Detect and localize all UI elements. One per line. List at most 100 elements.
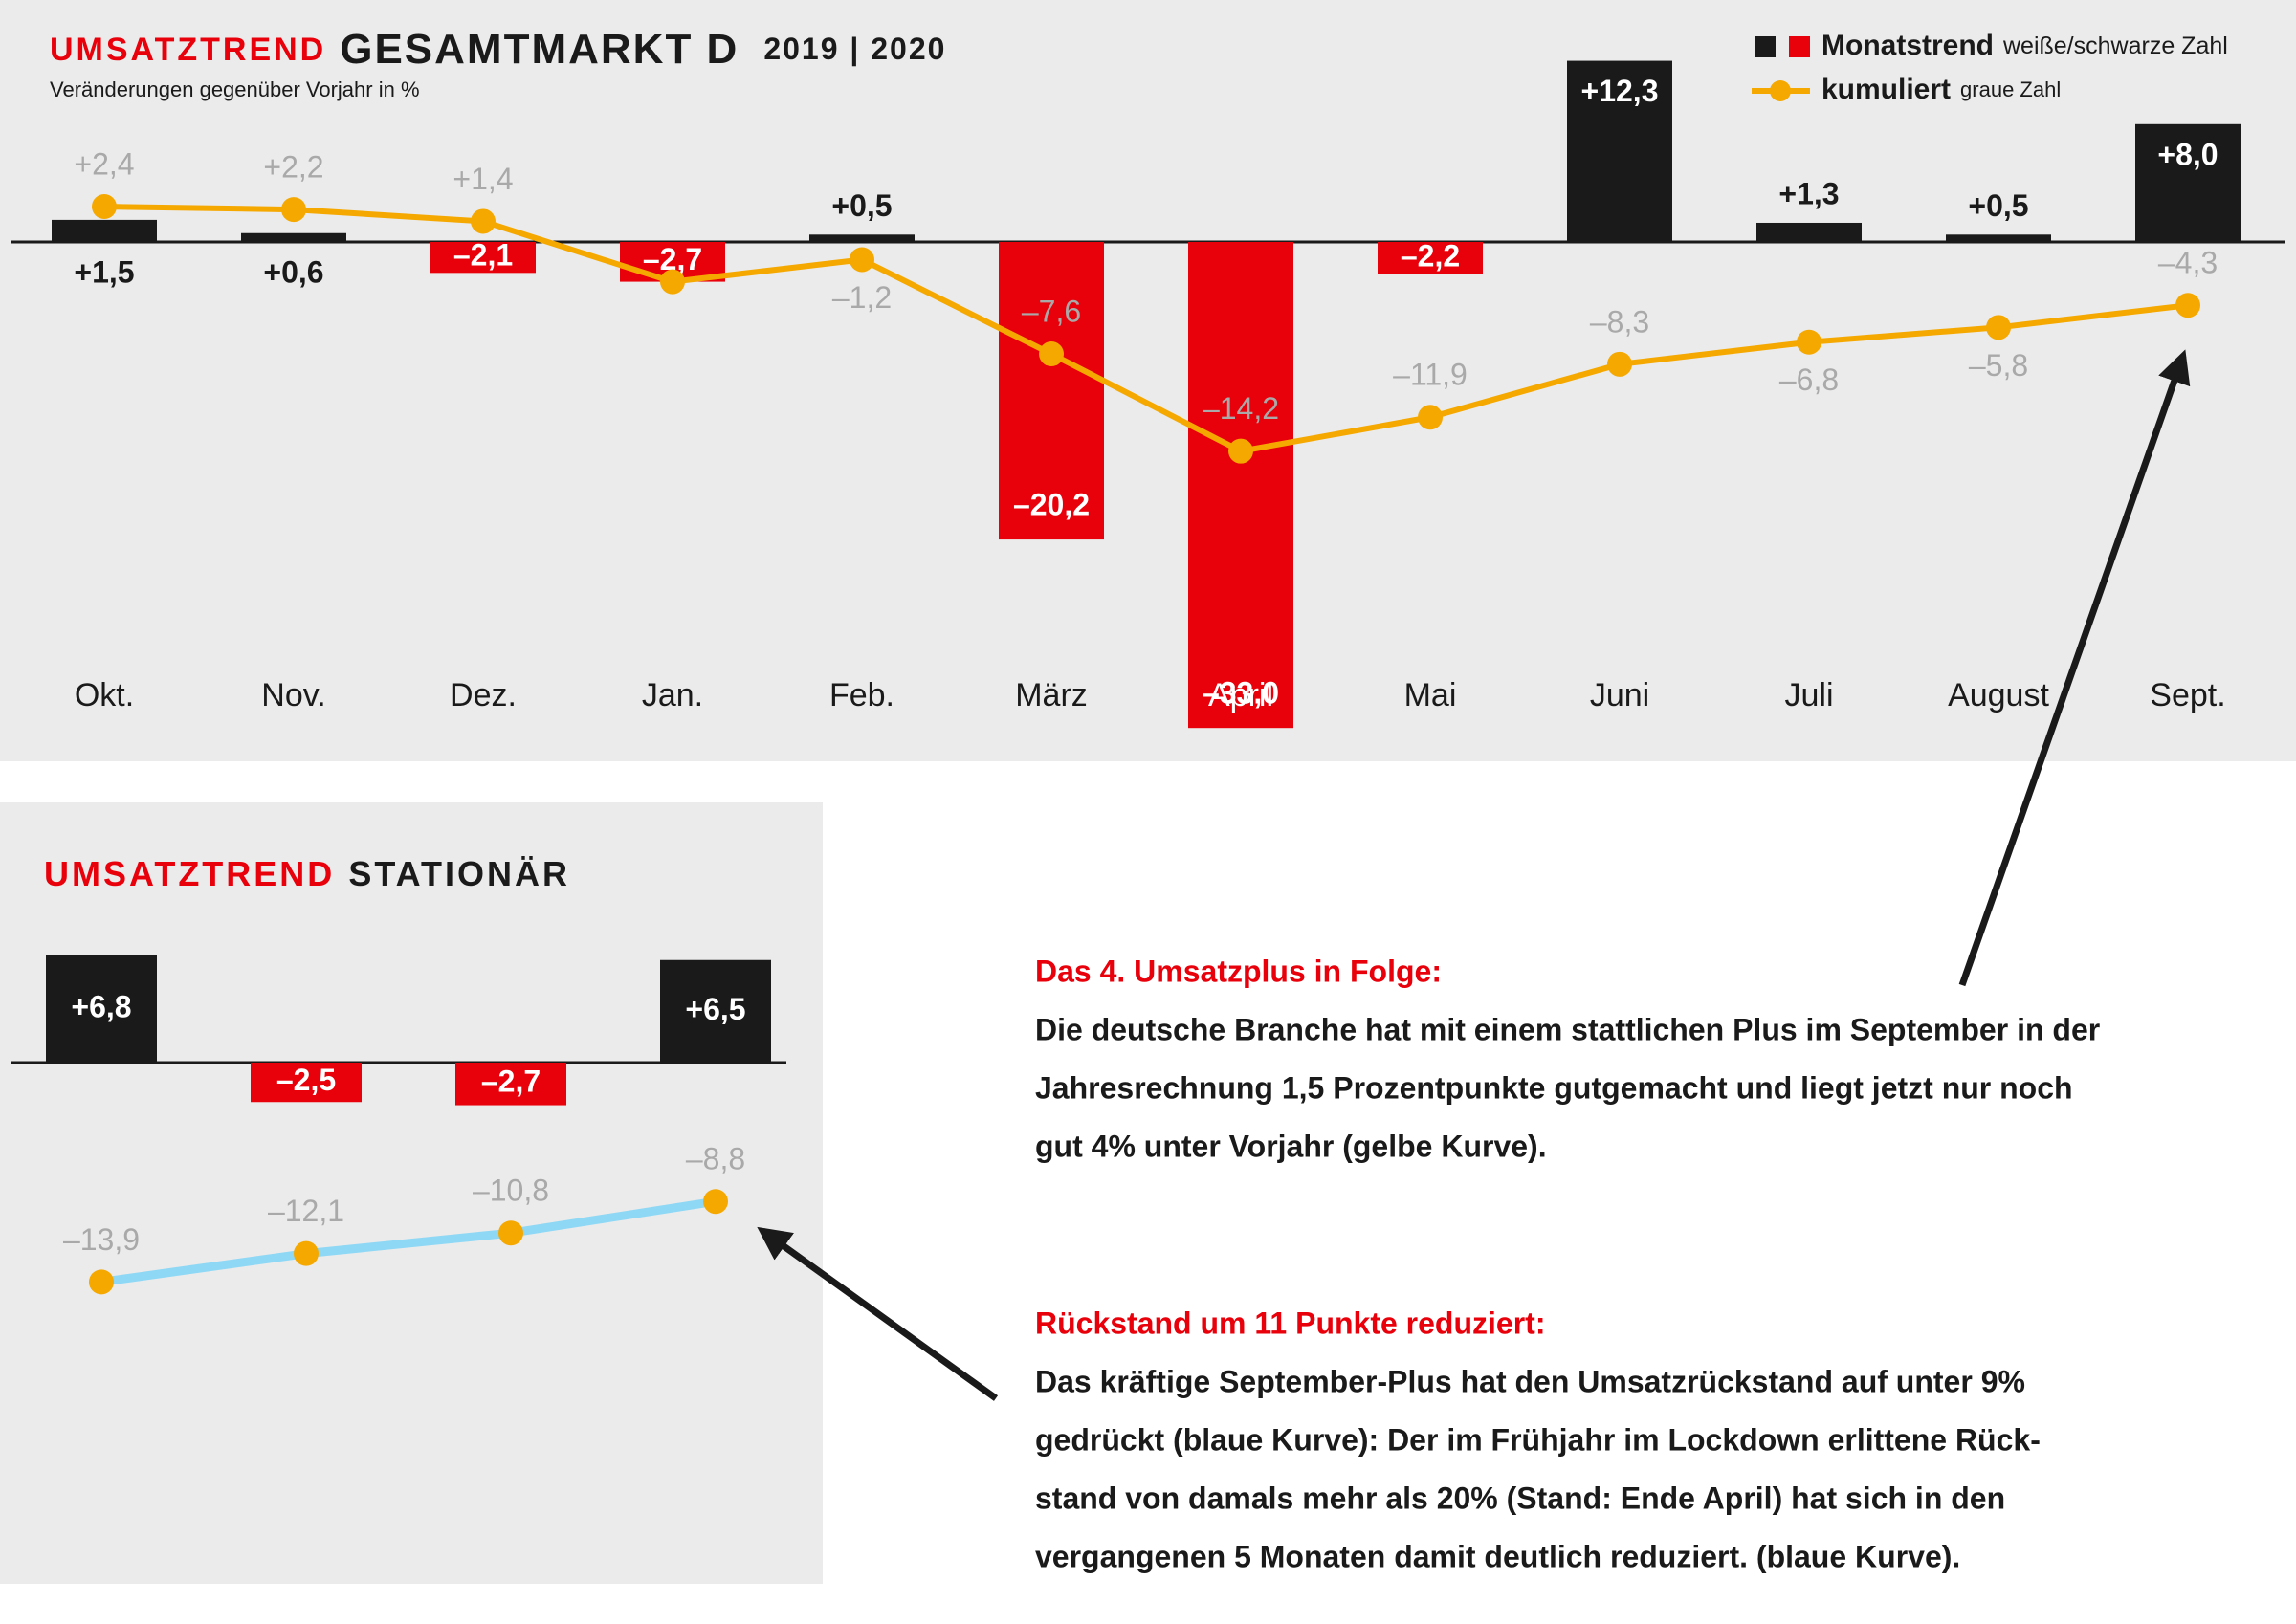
bar-label: +6,8 [71,989,131,1023]
note-heading: Rückstand um 11 Punkte reduziert: [1035,1306,1545,1340]
bar-label: –2,7 [481,1064,541,1099]
bar [660,959,771,1063]
legend-entry: Monatstrend weiße/schwarze Zahl [1821,30,2228,61]
x-tick-label: Nov. [261,677,325,713]
line-label: –14,2 [1203,391,1279,426]
bar-label: +1,5 [74,254,134,289]
x-tick-label: Dez. [450,677,517,713]
bar [1188,242,1293,729]
note-line: stand von damals mehr als 20% (Stand: En… [1035,1481,2005,1515]
line-point [850,247,874,273]
line-point [498,1220,523,1246]
bar [809,234,915,242]
line-point [471,208,496,234]
line-point [89,1269,114,1295]
legend-note: weiße/schwarze Zahl [2002,33,2228,59]
note-line: gut 4% unter Vorjahr (gelbe Kurve). [1035,1129,1547,1163]
line-point [92,194,117,220]
bar [455,1063,566,1106]
bar-label: –33,0 [1203,676,1279,711]
x-tick-label: August [1948,677,2049,713]
bar-label: +0,6 [263,254,323,289]
line-point [1607,351,1632,377]
line-label: –7,6 [1022,294,1081,328]
panel-main [0,0,2296,761]
bar [251,1063,362,1103]
x-tick-label: April [1208,677,1273,713]
title-accent: UMSATZTREND [44,854,335,893]
bar [1946,234,2051,242]
note-line: Das kräftige September-Plus hat den Umsa… [1035,1364,2025,1398]
bar [52,219,157,242]
legend-name: kumuliert [1821,74,1951,105]
legend-entry: kumuliert graue Zahl [1821,74,2061,105]
line-point [660,269,685,295]
line-point [703,1189,728,1215]
line-point [1797,329,1821,355]
line-label: –1,2 [832,280,892,315]
chart-title: UMSATZTREND STATIONÄR [44,854,570,893]
bar [999,242,1104,540]
x-tick-label: Sept. [2150,677,2225,713]
bar [430,242,536,274]
bar [1378,242,1483,274]
line-label: –11,9 [1393,358,1468,392]
title-period: 2019 | 2020 [763,32,946,66]
title-accent: UMSATZTREND [50,32,326,68]
bar-label: +6,5 [685,992,745,1026]
note-heading: Das 4. Umsatzplus in Folge: [1035,954,1442,988]
bar-label: +0,5 [1968,188,2028,223]
line-label: +2,4 [74,146,134,181]
title-main: STATIONÄR [348,854,570,893]
bar-label: –2,2 [1401,238,1460,273]
bar-label: –2,5 [276,1063,336,1097]
bar-label: +12,3 [1581,74,1659,108]
bar [1567,60,1672,242]
charts: +1,5 +0,6 –2,1 –2,7 +0,5 –20,2 –33,0 –2,2 +12,3 +… [11,30,2285,1295]
x-tick-label: Mai [1404,677,1457,713]
line [103,204,2189,454]
x-tick-label: Feb. [829,677,894,713]
line-point [1986,315,2011,340]
line-label: –10,8 [473,1174,549,1208]
arrow [757,1226,999,1401]
line-point [294,1240,319,1266]
note-line: Jahresrechnung 1,5 Prozentpunkte gutgema… [1035,1070,2073,1105]
line-label: –8,3 [1590,304,1649,339]
line-label: –4,3 [2158,246,2218,280]
panel-stationaer [0,802,823,1584]
line-label: –13,9 [63,1222,140,1257]
line-label: +2,2 [263,150,323,185]
line [100,1196,717,1286]
line-label: –8,8 [686,1142,745,1176]
x-tick-label: Okt. [75,677,134,713]
legend-swatch [1770,80,1791,101]
chart-title: UMSATZTREND GESAMTMARKT D 2019 | 2020 [50,26,946,73]
bar-label: +0,5 [831,188,892,223]
x-tick-label: Jan. [642,677,703,713]
line-point [1418,405,1443,430]
legend-swatch [1789,36,1810,57]
bar-label: +8,0 [2157,137,2218,171]
arrow [1958,349,2191,987]
bar-label: +1,3 [1778,176,1839,210]
legend-swatch [1755,36,1776,57]
line-label: +1,4 [453,162,513,196]
bar [2135,123,2241,242]
note-line: gedrückt (blaue Kurve): Der im Frühjahr … [1035,1422,2041,1457]
bar [241,232,346,242]
line-label: –12,1 [268,1194,344,1228]
legend-name: Monatstrend [1821,30,1994,61]
bar-label: –2,1 [453,238,513,273]
x-tick-label: Juni [1590,677,1649,713]
subtitle: Veränderungen gegenüber Vorjahr in % [50,77,420,101]
x-tick-label: Juli [1784,677,1833,713]
bar-label: –20,2 [1013,488,1090,522]
line-point [1228,438,1253,464]
legend-note: graue Zahl [1960,77,2061,101]
note-line: Die deutsche Branche hat mit einem statt… [1035,1012,2100,1046]
bar [1756,222,1862,242]
note-line: vergangenen 5 Monaten damit deutlich red… [1035,1539,1960,1573]
